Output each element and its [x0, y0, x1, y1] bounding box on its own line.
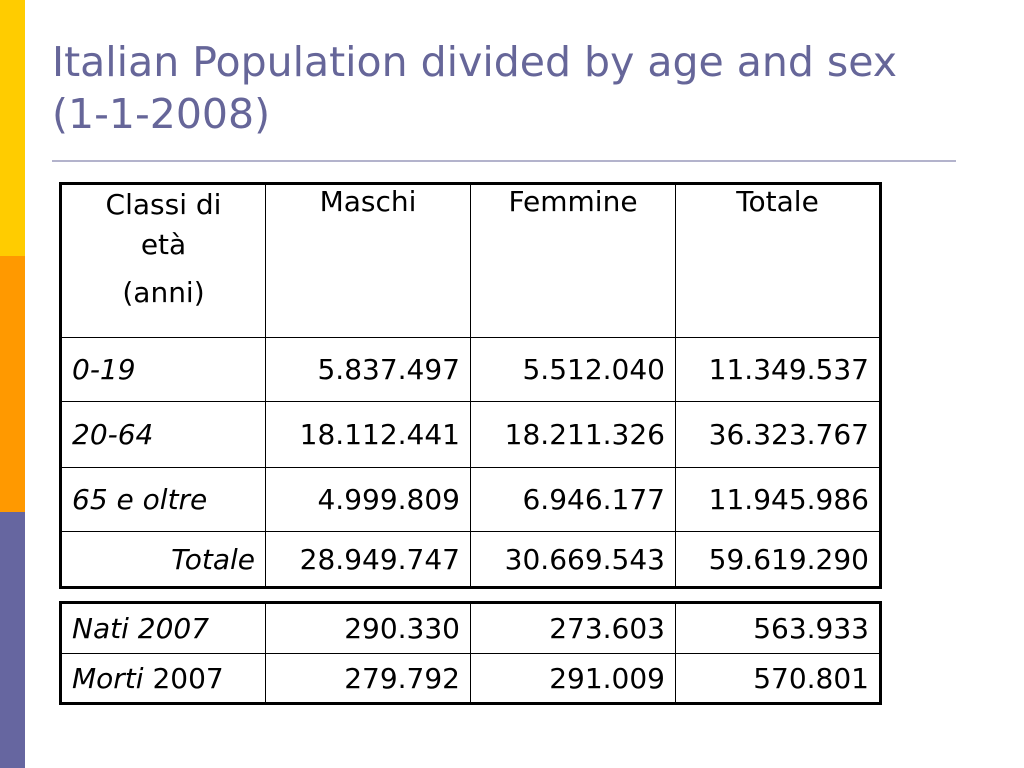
- accent-bar-purple: [0, 512, 25, 768]
- cell-females: 30.669.543: [470, 531, 676, 588]
- cell-males: 4.999.809: [265, 467, 471, 532]
- slide-title: Italian Population divided by age and se…: [52, 38, 898, 138]
- cell-females: 18.211.326: [470, 401, 676, 468]
- table-row: Morti 2007 279.792 291.009 570.801: [60, 653, 881, 704]
- cell-total: 11.349.537: [675, 337, 881, 402]
- cell-total: 59.619.290: [675, 531, 881, 588]
- table-row: Nati 2007 290.330 273.603 563.933: [60, 602, 881, 654]
- cell-females: 5.512.040: [470, 337, 676, 402]
- table-row: 20-64 18.112.441 18.211.326 36.323.767: [60, 401, 881, 468]
- row-label-deaths-year: 2007: [152, 661, 224, 695]
- table-row: 65 e oltre 4.999.809 6.946.177 11.945.98…: [60, 467, 881, 532]
- cell-males: 28.949.747: [265, 531, 471, 588]
- cell-females: 273.603: [470, 602, 676, 654]
- row-label: 0-19: [60, 337, 266, 402]
- row-label: 65 e oltre: [60, 467, 266, 532]
- table-header-row: Classi di età (anni) Maschi Femmine Tota…: [60, 183, 881, 338]
- header-age-line3: (anni): [122, 276, 205, 309]
- cell-males: 290.330: [265, 602, 471, 654]
- births-deaths-table: Nati 2007 290.330 273.603 563.933 Morti …: [59, 601, 882, 705]
- table-row: 0-19 5.837.497 5.512.040 11.349.537: [60, 337, 881, 402]
- header-age-line2: età: [140, 228, 187, 261]
- header-males: Maschi: [265, 183, 471, 338]
- accent-bar-yellow: [0, 0, 25, 256]
- cell-males: 279.792: [265, 653, 471, 704]
- row-label-deaths: Morti 2007: [60, 653, 266, 704]
- title-divider: [52, 160, 956, 162]
- cell-males: 18.112.441: [265, 401, 471, 468]
- cell-total: 563.933: [675, 602, 881, 654]
- row-label-births: Nati 2007: [60, 602, 266, 654]
- cell-females: 6.946.177: [470, 467, 676, 532]
- header-age-line1: Classi di: [105, 188, 222, 221]
- header-age-classes: Classi di età (anni): [60, 183, 266, 338]
- header-total: Totale: [675, 183, 881, 338]
- cell-total: 570.801: [675, 653, 881, 704]
- cell-total: 36.323.767: [675, 401, 881, 468]
- row-label-deaths-word: Morti: [72, 661, 144, 695]
- cell-males: 5.837.497: [265, 337, 471, 402]
- accent-bar-orange: [0, 256, 25, 512]
- cell-females: 291.009: [470, 653, 676, 704]
- table-total-row: Totale 28.949.747 30.669.543 59.619.290: [60, 531, 881, 588]
- row-label-total: Totale: [60, 531, 266, 588]
- cell-total: 11.945.986: [675, 467, 881, 532]
- header-females: Femmine: [470, 183, 676, 338]
- row-label: 20-64: [60, 401, 266, 468]
- population-table: Classi di età (anni) Maschi Femmine Tota…: [59, 182, 882, 589]
